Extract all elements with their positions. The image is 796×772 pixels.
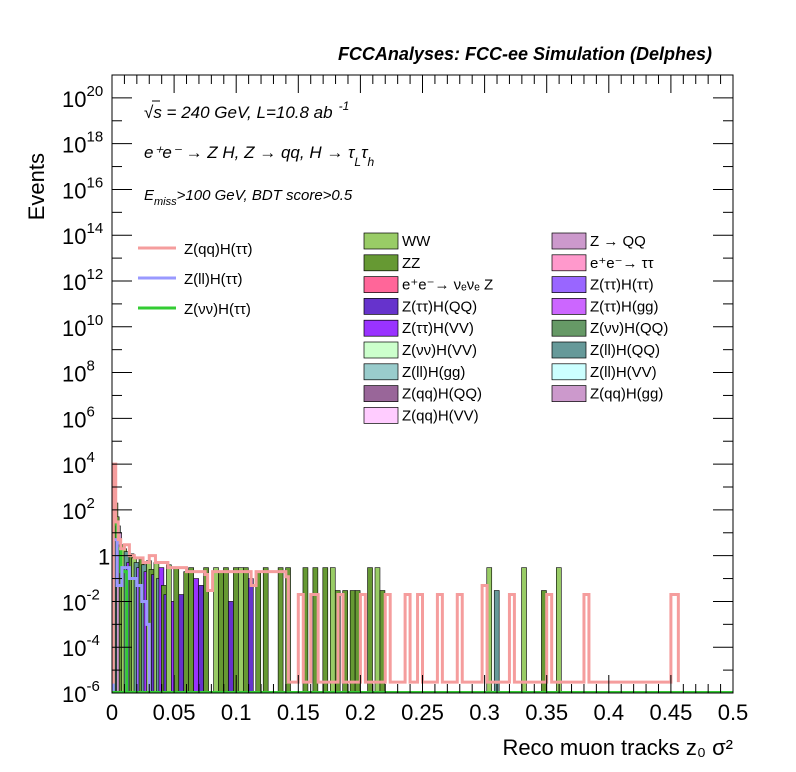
stack-bar	[262, 567, 269, 693]
legend-swatch	[363, 407, 399, 424]
stack-bar	[521, 567, 527, 693]
legend-swatch	[363, 341, 399, 359]
stack-bar	[248, 578, 254, 693]
stack-bar	[173, 567, 180, 693]
stack-bar	[493, 590, 500, 693]
y-tick-label: 106	[62, 403, 95, 432]
signal-legend-label: Z(qq)H(ττ)	[184, 241, 253, 258]
legend-label: Z(ll)H(QQ)	[590, 342, 660, 359]
stack-bar	[183, 571, 189, 693]
x-tick-label: 0.5	[718, 700, 749, 725]
stack-bar	[277, 567, 284, 693]
legend-swatch	[551, 363, 587, 381]
legend-swatch	[363, 319, 399, 337]
legend-swatch	[363, 363, 399, 381]
legend-swatch	[551, 341, 587, 359]
x-tick-label: 0.3	[469, 700, 500, 725]
stack-bar	[322, 567, 329, 693]
y-tick-label: 102	[62, 495, 95, 524]
y-tick-label: 1	[98, 545, 110, 570]
stack-bar	[233, 567, 239, 693]
stack-bar	[178, 594, 185, 693]
legend-swatch	[363, 232, 399, 250]
legend-label: Z(νν)H(QQ)	[590, 320, 668, 337]
stack-bar	[556, 567, 562, 693]
stack-bar	[255, 571, 262, 693]
annotation-cuts: Emiss>100 GeV, BDT score>0.5	[144, 187, 353, 208]
legend-swatch	[363, 298, 399, 315]
legend-label: Z(qq)H(gg)	[590, 386, 663, 403]
legend-label: Z(ττ)H(VV)	[402, 320, 474, 337]
x-tick-label: 0.05	[153, 700, 196, 725]
legend-swatch	[551, 385, 587, 402]
stack-bar	[349, 590, 356, 693]
legend-label: WW	[402, 233, 431, 250]
legend-label: Z(qq)H(QQ)	[402, 386, 482, 403]
x-tick-label: 0.25	[401, 700, 444, 725]
stack-bar	[223, 567, 229, 693]
legend-label: e⁺e⁻→ νₑνₑ Z	[402, 277, 493, 294]
signal-ll-line	[112, 538, 151, 693]
x-axis-title: Reco muon tracks z₀ σ²	[502, 735, 733, 760]
y-axis-title: Events	[24, 153, 49, 220]
signal-legend-label: Z(ll)H(ττ)	[184, 271, 243, 288]
legend-label: Z(νν)H(VV)	[402, 342, 477, 359]
annotation-process: e⁺e⁻ → Z H, Z → qq, H → τLτh	[144, 143, 374, 169]
y-tick-label: 108	[62, 358, 95, 387]
stack-bar	[188, 567, 194, 693]
annotation-energy: √s = 240 GeV, L=10.8 ab -1	[144, 99, 349, 122]
stack-bar	[193, 578, 199, 693]
y-tick-label: 1016	[62, 174, 103, 203]
y-tick-label: 1018	[62, 129, 103, 158]
x-tick-label: 0	[106, 700, 118, 725]
stack-bar	[213, 567, 219, 693]
signal-qq-line	[112, 462, 680, 684]
x-tick-label: 0.35	[525, 700, 568, 725]
legend-swatch	[551, 254, 587, 272]
legend-label: Z → QQ	[590, 233, 646, 250]
stack-bar	[228, 601, 234, 693]
x-tick-label: 0.2	[345, 700, 376, 725]
y-tick-label: 1014	[62, 220, 103, 249]
x-tick-label: 0.15	[277, 700, 320, 725]
legend-swatch	[363, 276, 399, 293]
y-tick-label: 10-6	[62, 678, 100, 707]
legend-label: Z(ll)H(VV)	[590, 364, 657, 381]
stack-bar	[218, 571, 224, 693]
legend-label: Z(qq)H(VV)	[402, 407, 479, 424]
stack-bar	[198, 585, 204, 693]
x-tick-label: 0.4	[594, 700, 625, 725]
legend-label: Z(ττ)H(QQ)	[402, 298, 477, 315]
legend-swatch	[363, 254, 399, 272]
x-tick-label: 0.45	[649, 700, 692, 725]
legend-label: Z(ττ)H(gg)	[590, 298, 659, 315]
y-tick-label: 1020	[62, 83, 103, 112]
legend-label: Z(ll)H(gg)	[402, 364, 465, 381]
page-title: FCCAnalyses: FCC-ee Simulation (Delphes)	[338, 44, 712, 64]
signal-legend-label: Z(νν)H(ττ)	[184, 301, 251, 318]
legend-label: Z(ττ)H(ττ)	[590, 277, 654, 294]
stack-bar	[374, 567, 381, 693]
legend-swatch	[551, 298, 587, 315]
legend-label: ZZ	[402, 255, 420, 272]
y-tick-label: 1012	[62, 266, 103, 295]
y-tick-label: 104	[62, 449, 95, 478]
stack-bar	[243, 567, 249, 693]
data-layer	[112, 462, 733, 693]
legend-swatch	[551, 319, 587, 337]
stack-bar	[329, 567, 336, 693]
y-tick-label: 10-4	[62, 632, 100, 661]
stack-bar	[166, 564, 172, 693]
legend-label: e⁺e⁻→ ττ	[590, 255, 654, 272]
y-tick-label: 10-2	[62, 586, 100, 615]
x-tick-label: 0.1	[221, 700, 252, 725]
y-tick-label: 1010	[62, 312, 103, 341]
legend-swatch	[551, 276, 587, 293]
legend-swatch	[551, 232, 587, 250]
stack-bar	[367, 567, 373, 693]
legend-swatch	[363, 385, 399, 402]
stack-bar	[238, 567, 244, 693]
